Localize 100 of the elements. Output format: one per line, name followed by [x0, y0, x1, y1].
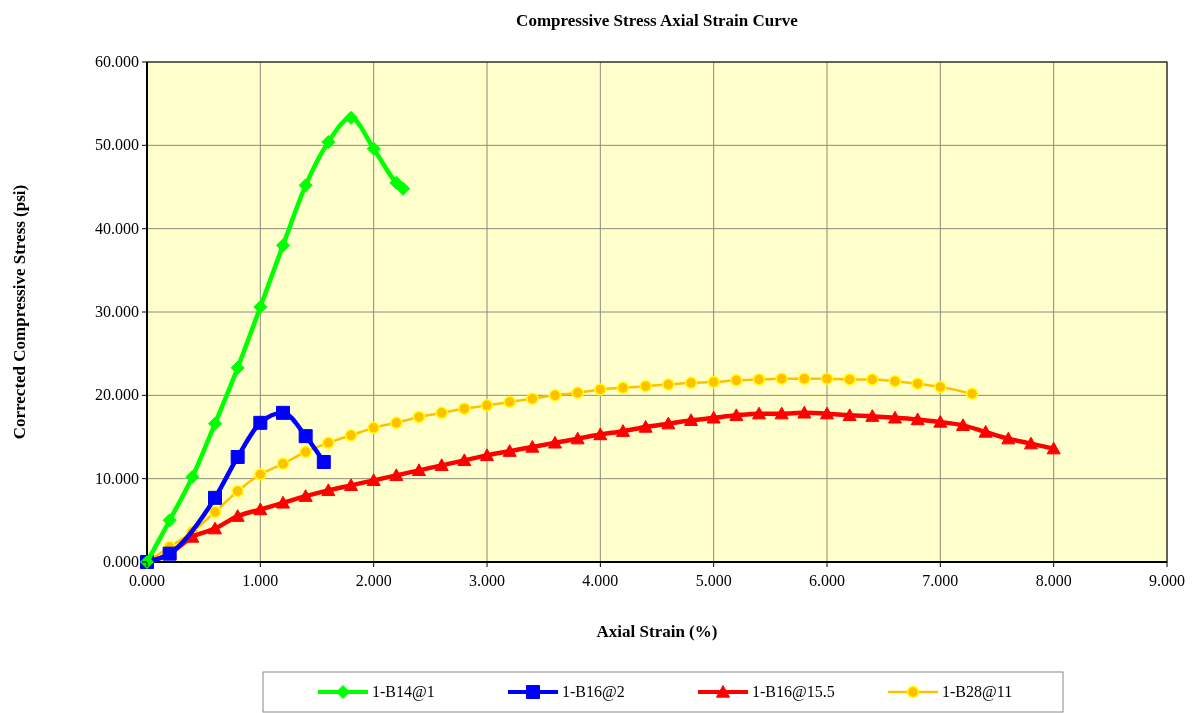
x-tick-label: 4.000	[582, 572, 619, 589]
point	[502, 444, 517, 457]
y-tick-label: 60.000	[95, 53, 139, 70]
point	[457, 453, 472, 467]
point	[616, 424, 630, 437]
point	[965, 387, 979, 400]
point	[299, 445, 312, 459]
point	[594, 383, 607, 396]
point	[185, 470, 200, 484]
point	[752, 406, 766, 420]
point	[910, 412, 925, 426]
point	[798, 372, 811, 385]
point	[684, 376, 698, 390]
point	[230, 509, 245, 522]
y-tick-label: 20.000	[95, 386, 139, 404]
point	[752, 373, 766, 386]
x-tick-label: 6.000	[809, 572, 845, 589]
point	[253, 415, 268, 430]
point	[707, 375, 720, 389]
point	[366, 141, 381, 156]
point	[276, 405, 290, 420]
point	[276, 238, 290, 253]
point	[639, 379, 652, 393]
x-tick-label: 5.000	[695, 572, 732, 589]
point	[435, 406, 448, 420]
point	[730, 374, 743, 387]
x-tick-label: 9.000	[1149, 572, 1185, 589]
point	[344, 478, 358, 492]
point	[774, 406, 789, 420]
point	[366, 473, 381, 487]
point	[1046, 441, 1061, 455]
y-axis-title: Corrected Compressive Stress (psi)	[10, 184, 29, 440]
point	[1024, 436, 1038, 450]
point	[162, 513, 177, 528]
y-tick-label: 30.000	[95, 303, 139, 320]
point	[888, 410, 902, 424]
point	[865, 409, 880, 422]
x-tick-label: 8.000	[1035, 572, 1072, 589]
point	[866, 373, 879, 386]
chart-title: Compressive Stress Axial Strain Curve	[516, 11, 799, 30]
point	[570, 431, 585, 445]
point	[820, 406, 834, 420]
point	[321, 483, 336, 497]
point	[253, 502, 268, 516]
point	[525, 440, 540, 453]
point	[616, 381, 630, 395]
point	[321, 135, 336, 149]
x-tick-label: 3.000	[469, 572, 505, 589]
point	[911, 377, 924, 390]
y-tick-label: 50.000	[95, 136, 139, 154]
x-tick-label: 2.000	[355, 572, 392, 589]
point	[231, 484, 244, 498]
point	[316, 455, 331, 469]
point	[548, 389, 562, 402]
point	[526, 392, 539, 405]
point	[458, 402, 471, 415]
x-axis-title: Axial Strain (%)	[596, 622, 718, 641]
point	[322, 436, 335, 450]
point	[775, 372, 788, 385]
point	[208, 416, 222, 431]
point	[298, 489, 313, 502]
point	[797, 405, 812, 419]
point	[344, 429, 358, 442]
point	[661, 416, 676, 430]
point	[843, 373, 856, 386]
point	[684, 413, 698, 427]
point	[706, 410, 721, 424]
point	[934, 380, 947, 394]
point	[254, 468, 267, 481]
point	[503, 395, 516, 409]
point	[396, 181, 411, 196]
point	[230, 360, 245, 375]
point	[298, 429, 313, 444]
y-tick-label: 0.000	[103, 553, 139, 570]
legend-label: 1-B16@15.5	[752, 683, 835, 701]
point	[298, 178, 313, 193]
point	[662, 378, 675, 391]
point	[480, 399, 494, 412]
point	[842, 408, 857, 422]
x-tick-label: 7.000	[922, 572, 959, 589]
point	[978, 425, 993, 438]
point	[208, 505, 222, 519]
point	[412, 410, 426, 424]
point	[1001, 431, 1016, 445]
point	[276, 495, 290, 509]
point	[729, 408, 744, 422]
point	[956, 418, 970, 432]
point	[390, 416, 403, 430]
legend-label: 1-B14@1	[372, 683, 435, 701]
point	[593, 427, 608, 441]
point	[230, 450, 245, 464]
point	[367, 421, 380, 435]
point	[888, 374, 902, 388]
point	[344, 110, 358, 125]
point	[253, 300, 268, 314]
legend-label: 1-B28@11	[942, 683, 1013, 701]
point	[434, 458, 449, 472]
y-tick-label: 10.000	[95, 469, 139, 487]
point	[571, 386, 584, 400]
x-tick-label: 1.000	[242, 572, 279, 589]
